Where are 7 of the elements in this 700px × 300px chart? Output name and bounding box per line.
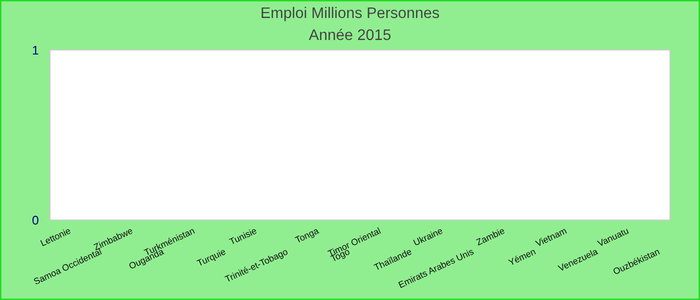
chart-title: Emploi Millions Personnes bbox=[262, 6, 440, 22]
x-tick-label: Tonga bbox=[294, 227, 320, 245]
y-tick-label: 0 bbox=[32, 216, 38, 225]
x-tick-label: Yémen bbox=[508, 248, 536, 266]
y-tick-label: 1 bbox=[32, 46, 38, 55]
chart-subtitle: Année 2015 bbox=[308, 28, 391, 40]
x-tick-label: Tunisie bbox=[228, 227, 258, 246]
